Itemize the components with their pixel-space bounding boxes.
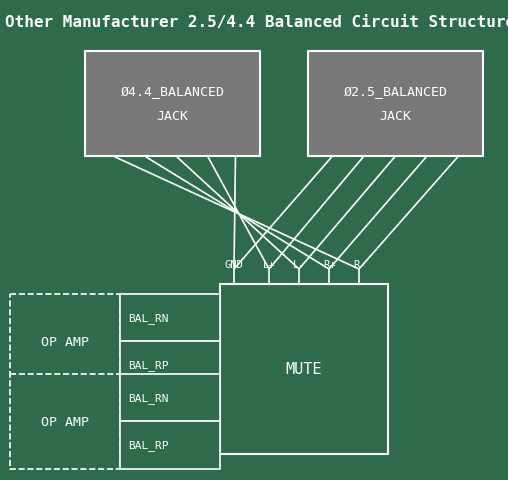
- Text: BAL_RP: BAL_RP: [128, 440, 169, 451]
- Text: R-: R-: [353, 260, 365, 269]
- Text: Ø2.5_BALANCED
JACK: Ø2.5_BALANCED JACK: [343, 86, 448, 122]
- Text: Ø4.4_BALANCED
JACK: Ø4.4_BALANCED JACK: [120, 86, 225, 122]
- Bar: [120, 341, 220, 389]
- Text: Other Manufacturer 2.5/4.4 Balanced Circuit Structure: Other Manufacturer 2.5/4.4 Balanced Circ…: [5, 15, 508, 30]
- Text: BAL_RN: BAL_RN: [128, 312, 169, 323]
- Bar: [120, 374, 220, 421]
- Text: L-: L-: [293, 260, 305, 269]
- Text: BAL_RP: BAL_RP: [128, 360, 169, 371]
- Bar: [120, 421, 220, 469]
- Bar: [308, 52, 483, 156]
- Text: BAL_RN: BAL_RN: [128, 392, 169, 403]
- Text: OP AMP: OP AMP: [41, 336, 89, 348]
- Bar: [10, 374, 120, 469]
- Bar: [220, 285, 388, 454]
- Text: R+: R+: [323, 260, 335, 269]
- Text: OP AMP: OP AMP: [41, 415, 89, 428]
- Bar: [120, 294, 220, 341]
- Text: MUTE: MUTE: [285, 362, 322, 377]
- Text: L+: L+: [263, 260, 275, 269]
- Text: GND: GND: [225, 260, 243, 269]
- Bar: [85, 52, 260, 156]
- Bar: [10, 294, 120, 389]
